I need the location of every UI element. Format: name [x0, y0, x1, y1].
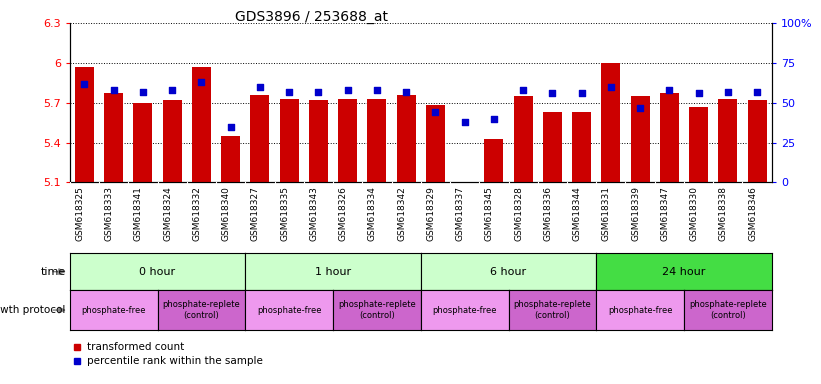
Point — [722, 88, 735, 94]
Text: 0 hour: 0 hour — [140, 266, 176, 277]
Text: phosphate-replete
(control): phosphate-replete (control) — [338, 300, 415, 320]
Bar — [163, 100, 181, 182]
Bar — [397, 95, 415, 182]
Bar — [543, 112, 562, 182]
Point — [516, 87, 530, 93]
Text: phosphate-replete
(control): phosphate-replete (control) — [163, 300, 241, 320]
Text: GSM618342: GSM618342 — [397, 186, 406, 241]
Text: time: time — [40, 266, 66, 277]
Bar — [601, 63, 621, 182]
Text: GSM618346: GSM618346 — [748, 186, 757, 241]
Bar — [280, 99, 299, 182]
Point — [370, 87, 383, 93]
Point — [400, 88, 413, 94]
Point — [575, 90, 588, 96]
Point — [282, 88, 296, 94]
Text: GSM618339: GSM618339 — [631, 186, 640, 241]
Text: GSM618338: GSM618338 — [719, 186, 728, 241]
Text: phosphate-free: phosphate-free — [257, 306, 321, 314]
Point — [429, 109, 442, 115]
Point — [634, 104, 647, 111]
Text: GSM618336: GSM618336 — [544, 186, 553, 241]
Point — [312, 88, 325, 94]
Bar — [514, 96, 533, 182]
Text: phosphate-replete
(control): phosphate-replete (control) — [513, 300, 591, 320]
Bar — [426, 105, 445, 182]
Point — [663, 87, 676, 93]
Text: GSM618341: GSM618341 — [134, 186, 143, 241]
Text: phosphate-free: phosphate-free — [433, 306, 497, 314]
Text: GSM618343: GSM618343 — [310, 186, 319, 241]
Bar — [660, 93, 679, 182]
Point — [604, 84, 617, 90]
Bar — [572, 112, 591, 182]
Text: GSM618332: GSM618332 — [192, 186, 201, 241]
Bar — [133, 103, 153, 182]
Text: GSM618327: GSM618327 — [251, 186, 260, 241]
Bar — [309, 100, 328, 182]
Text: GSM618340: GSM618340 — [222, 186, 231, 241]
Bar — [484, 139, 503, 182]
Text: GSM618337: GSM618337 — [456, 186, 465, 241]
Text: GSM618335: GSM618335 — [280, 186, 289, 241]
Text: GSM618324: GSM618324 — [163, 186, 172, 241]
Bar — [104, 93, 123, 182]
Text: transformed count: transformed count — [87, 342, 185, 352]
Bar — [367, 99, 387, 182]
Text: GSM618325: GSM618325 — [76, 186, 85, 241]
Text: growth protocol: growth protocol — [0, 305, 66, 315]
Text: GSM618326: GSM618326 — [338, 186, 347, 241]
Point — [488, 116, 501, 122]
Text: GDS3896 / 253688_at: GDS3896 / 253688_at — [236, 10, 388, 23]
Point — [341, 87, 354, 93]
Bar — [718, 99, 737, 182]
Bar — [221, 136, 241, 182]
Text: 6 hour: 6 hour — [490, 266, 526, 277]
Point — [195, 79, 208, 85]
Bar — [338, 99, 357, 182]
Text: phosphate-free: phosphate-free — [81, 306, 146, 314]
Bar — [192, 67, 211, 182]
Point — [546, 90, 559, 96]
Bar — [75, 67, 94, 182]
Text: GSM618333: GSM618333 — [104, 186, 113, 241]
Text: percentile rank within the sample: percentile rank within the sample — [87, 356, 264, 366]
Point — [136, 88, 149, 94]
Text: GSM618329: GSM618329 — [426, 186, 435, 241]
Bar — [631, 96, 649, 182]
Text: GSM618328: GSM618328 — [514, 186, 523, 241]
Point — [78, 81, 91, 87]
Bar — [250, 95, 269, 182]
Point — [254, 84, 267, 90]
Point — [692, 90, 705, 96]
Text: phosphate-replete
(control): phosphate-replete (control) — [689, 300, 767, 320]
Text: 24 hour: 24 hour — [663, 266, 706, 277]
Text: GSM618331: GSM618331 — [602, 186, 611, 241]
Bar — [748, 100, 767, 182]
Point — [107, 87, 120, 93]
Text: phosphate-free: phosphate-free — [608, 306, 672, 314]
Text: GSM618347: GSM618347 — [660, 186, 669, 241]
Point — [750, 88, 764, 94]
Text: GSM618344: GSM618344 — [572, 186, 581, 241]
Text: GSM618334: GSM618334 — [368, 186, 377, 241]
Bar — [689, 107, 709, 182]
Point — [166, 87, 179, 93]
Point — [224, 124, 237, 130]
Point — [458, 119, 471, 125]
Text: GSM618330: GSM618330 — [690, 186, 699, 241]
Text: GSM618345: GSM618345 — [485, 186, 494, 241]
Text: 1 hour: 1 hour — [315, 266, 351, 277]
